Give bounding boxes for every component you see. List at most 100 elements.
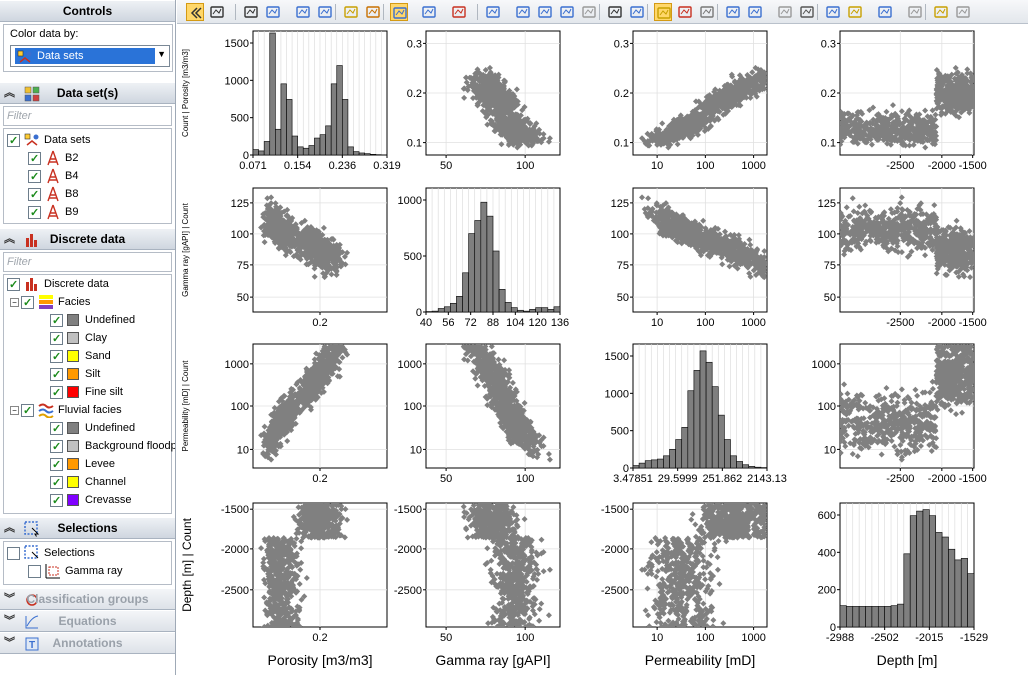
y-tick-label: 0 — [623, 463, 629, 475]
window-b-icon[interactable] — [294, 3, 312, 21]
histogram-bar — [865, 606, 873, 628]
selections-header[interactable]: ︽ Selections — [0, 517, 175, 539]
chart-c-icon[interactable] — [558, 3, 576, 21]
layers-b-icon[interactable] — [724, 3, 742, 21]
datasets-header[interactable]: ︽ Data set(s) — [0, 82, 175, 104]
checkbox[interactable] — [50, 474, 63, 492]
dataset-item[interactable]: B4 — [28, 167, 78, 186]
chevron-down-icon[interactable]: ▼ — [157, 49, 166, 59]
equations-header[interactable]: ︾ Equations — [0, 610, 175, 632]
pencil-icon[interactable] — [654, 3, 672, 21]
x-tick-label: 0.2 — [312, 317, 327, 329]
checkbox[interactable] — [50, 312, 63, 330]
select-icon[interactable] — [876, 3, 894, 21]
help-icon[interactable] — [954, 3, 972, 21]
discrete-value-item[interactable]: Sand — [50, 347, 111, 366]
pointer-icon[interactable] — [208, 3, 226, 21]
x-axis-label: Gamma ray [gAPI] — [435, 652, 550, 668]
discrete-root[interactable]: Discrete data — [7, 275, 109, 294]
checkbox[interactable] — [21, 294, 34, 312]
selections-header-icon — [24, 521, 40, 537]
checkbox[interactable] — [28, 168, 41, 186]
filter-icon[interactable] — [846, 3, 864, 21]
checkbox[interactable] — [28, 204, 41, 222]
datasets-filter-input[interactable]: Filter — [3, 106, 172, 126]
discrete-header[interactable]: ︽ Discrete data — [0, 228, 175, 250]
collapse-left-icon[interactable] — [186, 3, 204, 21]
checkbox[interactable] — [28, 186, 41, 204]
expand-icon[interactable]: ︾ — [4, 637, 15, 649]
chart-a-icon[interactable] — [514, 3, 532, 21]
expand-icon[interactable]: ︾ — [4, 593, 15, 605]
image-icon[interactable] — [824, 3, 842, 21]
window-a-icon[interactable] — [264, 3, 282, 21]
flag-icon[interactable] — [906, 3, 924, 21]
screen-icon[interactable] — [628, 3, 646, 21]
facies-node[interactable]: − Facies — [10, 293, 90, 312]
checkbox[interactable] — [7, 276, 20, 294]
eraser-icon[interactable] — [676, 3, 694, 21]
datasets-root[interactable]: Data sets — [7, 131, 90, 150]
discrete-value-label: Clay — [85, 332, 108, 344]
discrete-value-item[interactable]: Channel — [50, 473, 126, 492]
collapse-icon[interactable]: ︽ — [4, 522, 15, 534]
square-icon[interactable] — [776, 3, 794, 21]
checkbox[interactable] — [28, 564, 41, 578]
checkbox[interactable] — [50, 456, 63, 474]
list-icon[interactable] — [798, 3, 816, 21]
discrete-filter-input[interactable]: Filter — [3, 252, 172, 272]
layers-a-icon[interactable] — [698, 3, 716, 21]
checkbox[interactable] — [50, 348, 63, 366]
checkbox[interactable] — [50, 366, 63, 384]
discrete-value-item[interactable]: Undefined — [50, 311, 135, 330]
rings-icon[interactable] — [746, 3, 764, 21]
percent-bars-icon[interactable] — [484, 3, 502, 21]
y-tick-label: 50 — [617, 292, 629, 304]
dataset-item[interactable]: B8 — [28, 185, 78, 204]
dataset-item[interactable]: B2 — [28, 149, 78, 168]
discrete-value-item[interactable]: Fine silt — [50, 383, 123, 402]
new-icon[interactable] — [932, 3, 950, 21]
checkbox[interactable] — [7, 546, 20, 560]
checkbox[interactable] — [28, 150, 41, 168]
selection-item[interactable]: Gamma ray — [28, 562, 122, 580]
checkbox[interactable] — [50, 330, 63, 348]
grid-a-icon[interactable] — [390, 3, 408, 21]
expand-icon[interactable]: ︾ — [4, 615, 15, 627]
well-icon — [47, 150, 59, 166]
checkbox[interactable] — [7, 132, 20, 150]
checkbox[interactable] — [50, 438, 63, 456]
checkbox[interactable] — [50, 384, 63, 402]
chart-b-icon[interactable] — [536, 3, 554, 21]
dataset-item[interactable]: B9 — [28, 203, 78, 222]
checkbox[interactable] — [50, 420, 63, 438]
discrete-value-item[interactable]: Crevasse — [50, 491, 131, 510]
x-bars-icon[interactable] — [450, 3, 468, 21]
link-icon[interactable] — [580, 3, 598, 21]
discrete-value-item[interactable]: Levee — [50, 455, 115, 474]
eye-icon[interactable] — [242, 3, 260, 21]
checkbox[interactable] — [21, 402, 34, 420]
discrete-value-item[interactable]: Silt — [50, 365, 100, 384]
selections-root[interactable]: Selections — [7, 544, 95, 562]
histogram-bar — [280, 83, 287, 156]
y-tick-label: 0.3 — [614, 38, 629, 50]
save-image-icon[interactable] — [316, 3, 334, 21]
frame-icon[interactable] — [364, 3, 382, 21]
fluvial-node[interactable]: − Fluvial facies — [10, 401, 122, 420]
snowflake-icon[interactable] — [342, 3, 360, 21]
collapse-icon[interactable]: ︽ — [4, 87, 15, 99]
layout-icon[interactable] — [420, 3, 438, 21]
toolbar-separator — [335, 4, 336, 20]
discrete-value-item[interactable]: Undefined — [50, 419, 135, 438]
expand-icon[interactable]: − — [10, 297, 19, 307]
discrete-value-item[interactable]: Background floodp — [50, 437, 175, 456]
discrete-value-item[interactable]: Clay — [50, 329, 108, 348]
annotations-header[interactable]: ︾ T Annotations — [0, 632, 175, 654]
checkbox[interactable] — [50, 492, 63, 510]
color-by-select[interactable]: Data sets ▼ — [10, 45, 170, 67]
classification-groups-header[interactable]: ︾ Classification groups — [0, 588, 175, 610]
collapse-icon[interactable]: ︽ — [4, 233, 15, 245]
pick-icon[interactable] — [606, 3, 624, 21]
expand-icon[interactable]: − — [10, 405, 19, 415]
